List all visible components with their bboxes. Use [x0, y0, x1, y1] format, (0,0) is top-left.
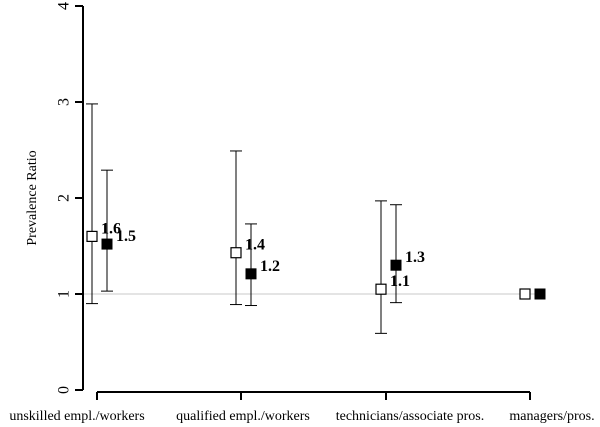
- y-ticks: 0 1 2 3 4: [56, 2, 83, 394]
- open-square-marker: [519, 288, 531, 300]
- value-label: 1.5: [116, 228, 136, 245]
- x-tick-label: managers/pros.: [509, 409, 594, 424]
- value-labels: 1.6 1.4 1.1 1.5 1.2 1.3: [101, 220, 425, 290]
- value-label: 1.3: [405, 249, 425, 266]
- error-bar: [101, 169, 113, 292]
- y-tick-label: 3: [56, 98, 73, 106]
- filled-square-marker: [534, 288, 546, 300]
- filled-square-marker: [245, 268, 257, 280]
- value-label: 1.1: [390, 273, 410, 290]
- x-ticks: unskilled empl./workers qualified empl./w…: [9, 392, 595, 424]
- error-bar: [390, 204, 402, 304]
- x-tick-label: unskilled empl./workers: [9, 409, 144, 424]
- value-label: 1.6: [101, 220, 121, 237]
- y-tick-label: 2: [56, 194, 73, 202]
- error-bars: [86, 103, 402, 334]
- open-square-marker: [230, 247, 242, 259]
- error-bar: [86, 103, 98, 305]
- filled-square-marker: [101, 238, 113, 250]
- open-square-marker: [86, 230, 98, 242]
- error-bar: [245, 223, 257, 307]
- filled-square-marker: [390, 259, 402, 271]
- error-bar: [375, 200, 387, 334]
- error-bar: [230, 150, 242, 306]
- y-tick-label: 0: [56, 386, 73, 394]
- value-label: 1.2: [260, 258, 280, 275]
- x-tick-label: qualified empl./workers: [176, 409, 310, 424]
- markers: [86, 230, 546, 300]
- y-tick-label: 1: [56, 290, 73, 298]
- y-tick-label: 4: [56, 2, 73, 10]
- x-tick-label: technicians/associate pros.: [336, 409, 485, 424]
- y-axis-label: Prevalence Ratio: [25, 150, 40, 245]
- open-square-marker: [375, 283, 387, 295]
- value-label: 1.4: [245, 237, 265, 254]
